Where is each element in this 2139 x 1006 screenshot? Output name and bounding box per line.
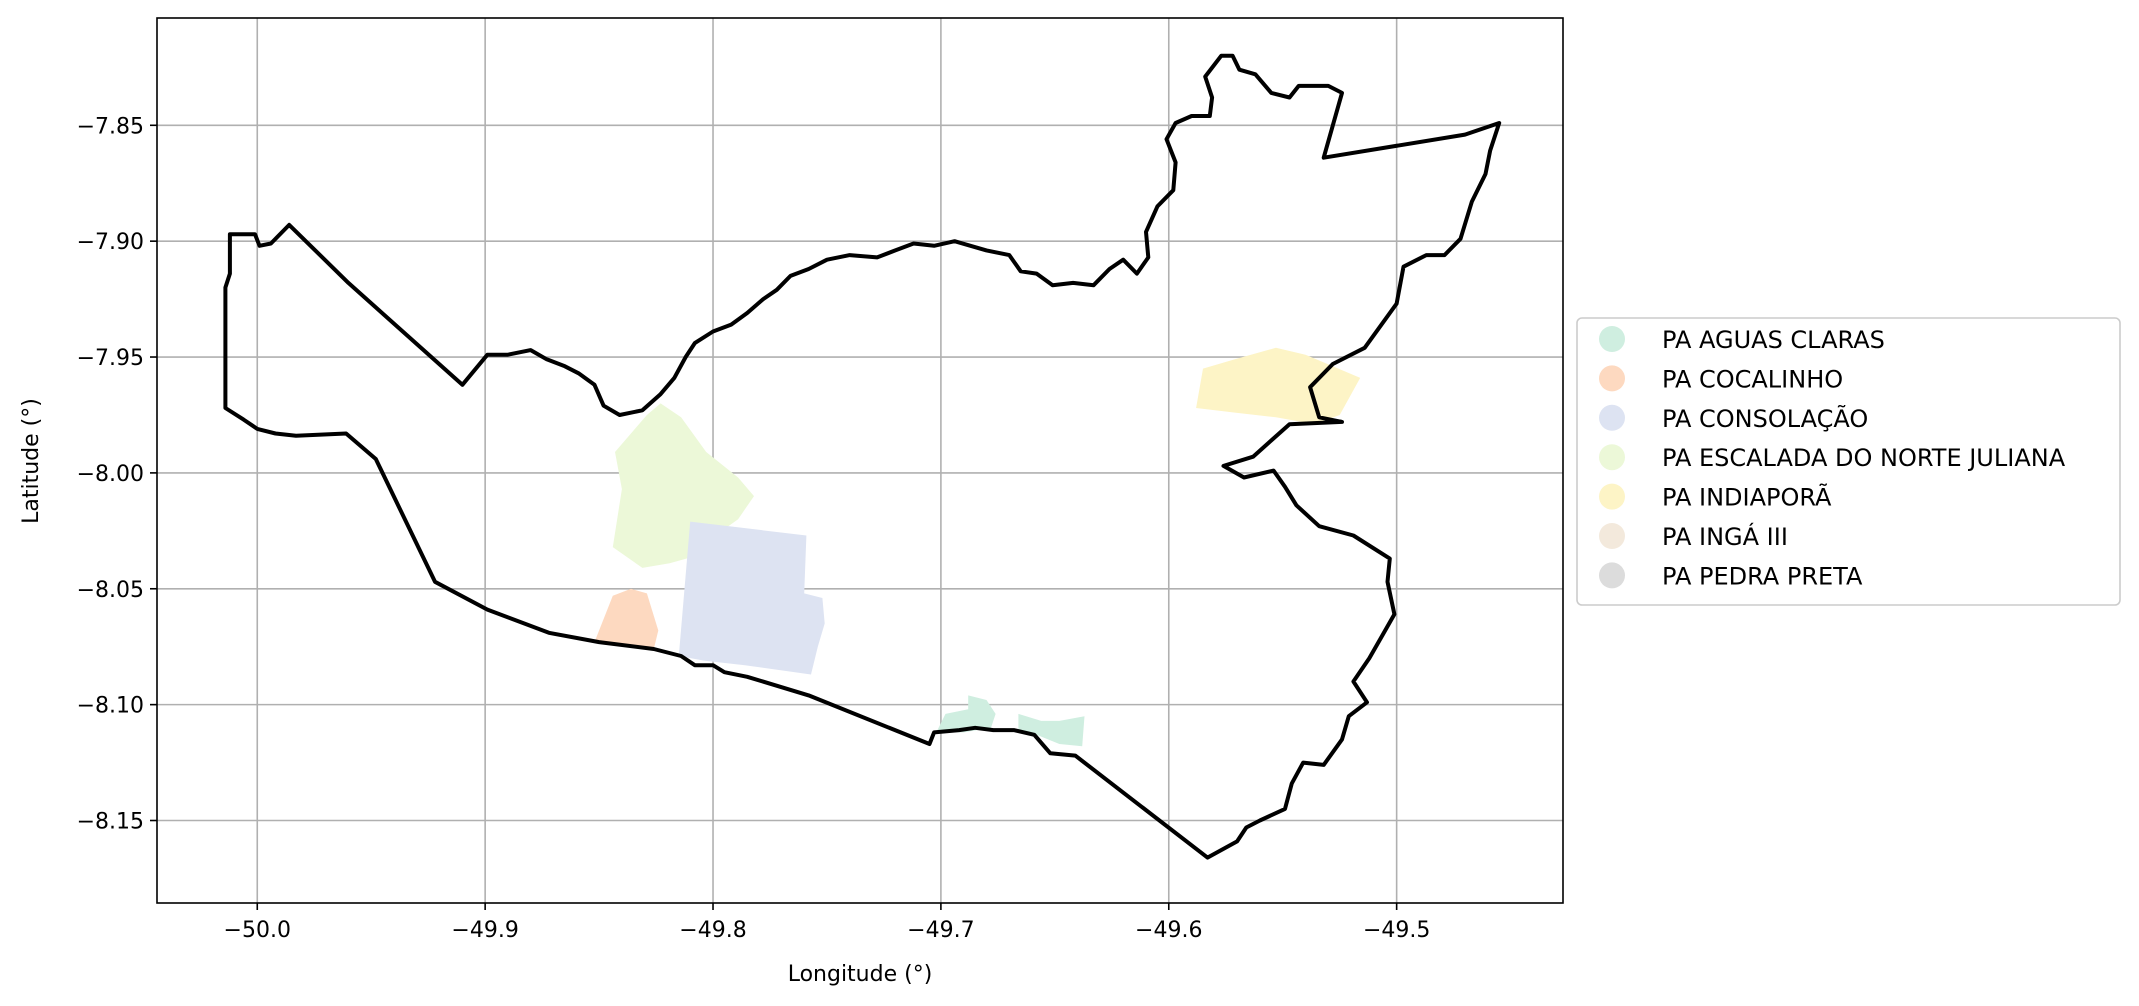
x-tick-label: −49.8 [679, 918, 746, 943]
y-tick-label: −7.85 [77, 114, 144, 139]
x-tick-label: −49.7 [907, 918, 974, 943]
settlement-pa-aguas-claras [936, 695, 996, 733]
axis-ticks: −50.0 −49.9 −49.8 −49.7 −49.6 −49.5 −7.85 −7.90… [77, 114, 1431, 943]
legend-label: PA ESCALADA DO NORTE JULIANA [1662, 444, 2066, 472]
x-tick-label: −49.9 [451, 918, 518, 943]
municipality-boundary [223, 53, 1502, 860]
legend-marker [1599, 365, 1625, 392]
y-tick-label: −8.10 [77, 694, 144, 719]
legend-label: PA INGÁ III [1662, 522, 1788, 551]
x-axis-title: Longitude (°) [788, 962, 933, 987]
legend-marker [1599, 444, 1625, 471]
legend-label: PA PEDRA PRETA [1662, 562, 1863, 590]
legend: PA AGUAS CLARAS PA COCALINHO PA CONSOLAÇÃO… [1576, 317, 2121, 606]
legend-marker [1599, 326, 1625, 352]
legend-marker [1599, 562, 1625, 589]
y-tick-label: −8.05 [77, 578, 144, 603]
grid [157, 18, 1563, 903]
legend-label: PA COCALINHO [1662, 365, 1843, 393]
settlement-areas [594, 347, 1361, 747]
settlement-pa-cocalinho [594, 588, 659, 649]
x-tick-label: −49.5 [1363, 918, 1430, 943]
legend-marker [1599, 483, 1625, 510]
legend-marker [1599, 523, 1625, 549]
legend-label: PA AGUAS CLARAS [1662, 326, 1885, 354]
legend-label: PA INDIAPORÃ [1662, 482, 1832, 512]
legend-box [1576, 317, 2121, 606]
y-axis-title: Latitude (°) [19, 398, 44, 524]
y-tick-label: −8.00 [77, 462, 144, 487]
settlement-pa-consolacao [678, 521, 825, 675]
x-tick-label: −50.0 [224, 918, 291, 943]
legend-marker [1599, 404, 1625, 431]
x-tick-label: −49.6 [1135, 918, 1202, 943]
y-tick-label: −7.90 [77, 230, 144, 255]
settlement-pa-indiapora [1196, 347, 1361, 425]
y-tick-label: −7.95 [77, 346, 144, 371]
plot-frame [156, 17, 1564, 904]
legend-label: PA CONSOLAÇÃO [1662, 403, 1868, 433]
y-tick-label: −8.15 [77, 810, 144, 835]
settlement-pa-aguas-claras [1018, 713, 1085, 747]
